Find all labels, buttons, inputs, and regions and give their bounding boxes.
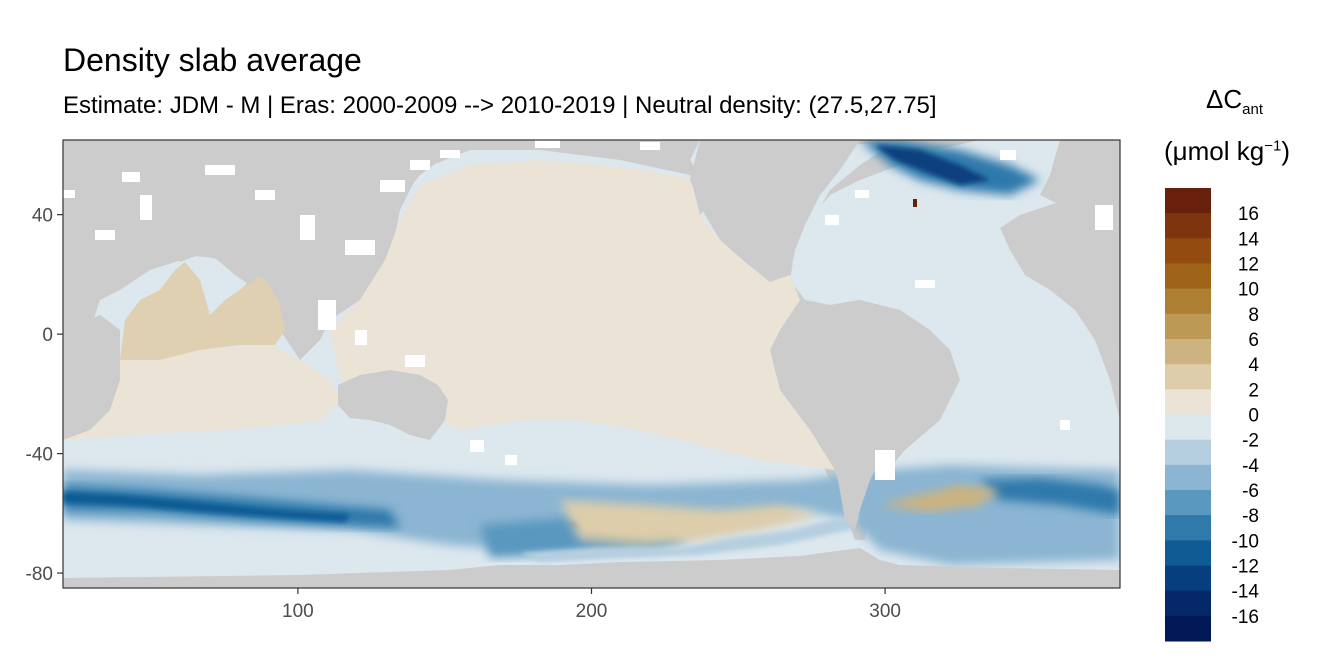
legend-swatch	[1165, 213, 1211, 239]
legend-tick-label: 16	[1238, 204, 1259, 225]
nordic-core	[875, 145, 990, 185]
pacific-region	[330, 160, 835, 470]
legend-title-unit: (μmol kg−1)	[1164, 136, 1290, 166]
legend-title-symbol: ΔCant	[1206, 84, 1264, 119]
legend-tick-label: -6	[1242, 481, 1259, 502]
chart-subtitle: Estimate: JDM - M | Eras: 2000-2009 --> …	[63, 92, 937, 119]
chart-title: Density slab average	[63, 42, 362, 78]
y-tick-label: 40	[32, 206, 53, 227]
x-tick-label: 100	[282, 601, 314, 622]
legend-tick-label: -4	[1242, 456, 1259, 477]
legend-tick-label: 0	[1248, 406, 1259, 427]
legend-tick-label: -12	[1232, 557, 1259, 578]
antarctic-shelf	[520, 515, 860, 562]
legend-tick-label: 14	[1238, 229, 1260, 250]
legend-tick-label: 2	[1248, 380, 1259, 401]
legend-swatch	[1165, 364, 1211, 390]
legend-tick-label: 10	[1238, 280, 1259, 301]
no-data-patches	[63, 140, 1113, 480]
x-tick-label: 300	[869, 601, 901, 622]
labrador-hotspot	[913, 199, 917, 207]
legend-colorbar: 16 14 12 10 8 6 4 2 0 -2 -4 -6 -8 -10 -12 -14 -16	[1165, 188, 1259, 642]
legend-swatch	[1165, 188, 1211, 214]
weddell-tan	[880, 485, 1000, 512]
legend-swatch	[1165, 565, 1211, 592]
legend-swatch	[1165, 263, 1211, 290]
indian-south	[63, 345, 340, 440]
legend-swatch	[1165, 540, 1211, 566]
y-tick-label: 0	[42, 325, 53, 346]
legend-swatch	[1165, 288, 1211, 315]
legend-tick-label: 8	[1248, 305, 1259, 326]
legend-tick-label: -16	[1232, 607, 1259, 628]
legend-tick-label: 4	[1248, 355, 1259, 376]
legend-swatch	[1165, 238, 1211, 264]
southern-ocean-east	[980, 478, 1120, 515]
pacific-sector-tan	[560, 500, 820, 545]
legend-swatch	[1165, 389, 1211, 415]
legend-tick-label: -10	[1232, 531, 1259, 552]
x-tick-label: 200	[576, 601, 608, 622]
southern-ocean-core-2	[63, 492, 350, 522]
legend-swatch	[1165, 515, 1211, 541]
legend-swatch	[1165, 490, 1211, 516]
legend-swatch	[1165, 615, 1211, 642]
legend-swatch	[1165, 339, 1211, 365]
legend-swatch	[1165, 464, 1211, 491]
legend-tick-label: -2	[1242, 431, 1259, 452]
legend-swatch	[1165, 414, 1211, 441]
legend-tick-label: -14	[1232, 582, 1260, 603]
legend-tick-label: 12	[1238, 255, 1259, 276]
y-tick-label: -80	[26, 564, 53, 585]
legend-tick-label: -8	[1242, 506, 1259, 527]
legend-swatch	[1165, 590, 1211, 617]
legend-tick-label: 6	[1248, 330, 1259, 351]
map-panel	[63, 140, 1120, 588]
legend-swatch	[1165, 313, 1211, 340]
legend-swatch	[1165, 439, 1211, 466]
y-tick-label: -40	[26, 445, 53, 466]
indian-region	[120, 262, 285, 360]
